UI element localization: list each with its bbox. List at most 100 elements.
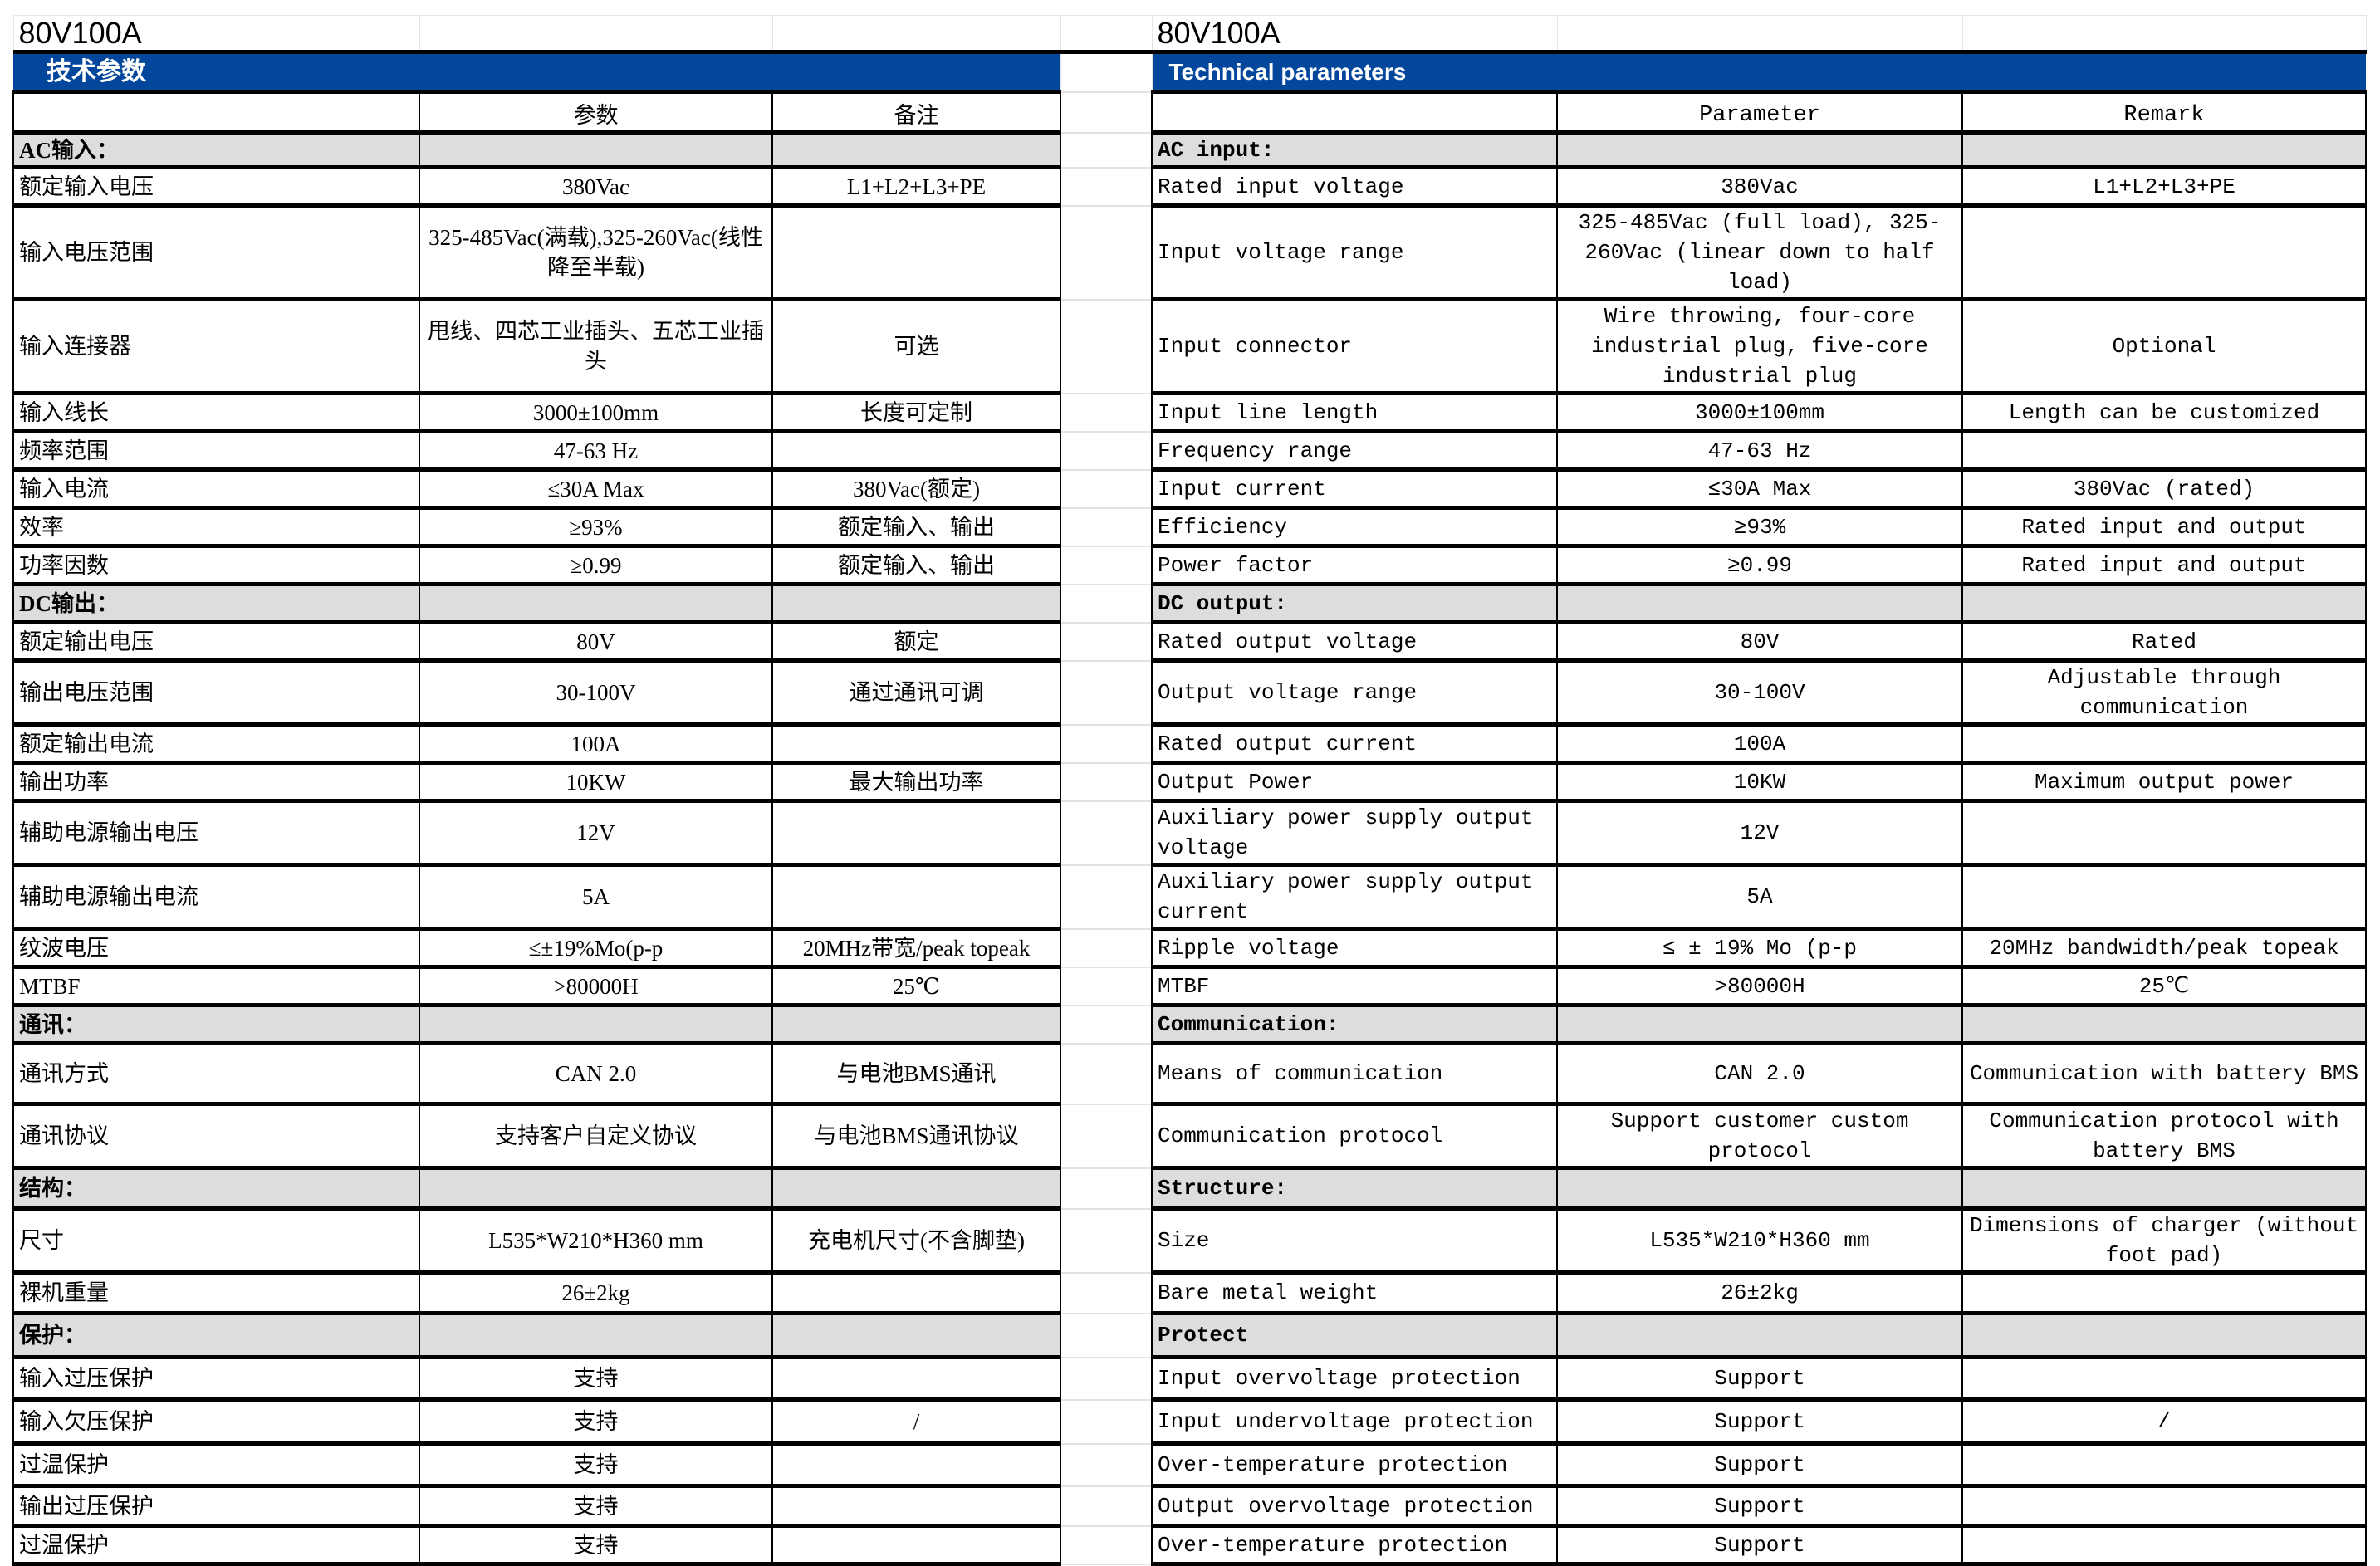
en-remark-cell: / <box>1961 1399 2367 1446</box>
en-label-cell: Input current <box>1151 469 1558 510</box>
en-label-cell: AC input: <box>1151 132 1558 169</box>
en-label-cell: Output overvoltage protection <box>1151 1485 1558 1528</box>
en-label-cell: Over-temperature protection <box>1151 1525 1558 1566</box>
gap-cell <box>1060 1208 1153 1274</box>
gap-cell <box>1060 299 1153 394</box>
column-header <box>12 91 420 135</box>
zh-remark-cell <box>771 1443 1061 1488</box>
en-parameter-cell: 380Vac <box>1556 167 1963 208</box>
en-parameter-cell: Wire throwing, four-core industrial plug… <box>1556 299 1963 395</box>
en-remark-cell: Rated input and output <box>1961 507 2367 548</box>
gap-cell <box>1060 1167 1153 1210</box>
zh-parameter-cell <box>419 584 773 624</box>
table-row: 输出电压范围 30-100V 通过通讯可调 Output voltage range 3… <box>12 660 2367 727</box>
en-parameter-cell: Support <box>1556 1357 1963 1402</box>
zh-label-cell: 过温保护 <box>12 1525 420 1566</box>
section-row: 通讯： Communication: <box>12 1005 2367 1045</box>
table-row: 输入过压保护 支持 Input overvoltage protection Supp… <box>12 1357 2367 1402</box>
column-header: Remark <box>1961 91 2367 135</box>
zh-remark-cell: 可选 <box>771 299 1061 395</box>
en-label-cell: Output Power <box>1151 762 1558 803</box>
zh-label-cell: 通讯： <box>12 1005 420 1045</box>
gap-cell <box>1060 660 1153 726</box>
table-row: 通讯协议 支持客户自定义协议 与电池BMS通讯协议 Communication pro… <box>12 1104 2367 1170</box>
en-remark-cell: Adjustable through communication <box>1961 660 2367 727</box>
gap-cell <box>1060 1443 1153 1487</box>
section-row: 结构： Structure: <box>12 1167 2367 1211</box>
gap-cell <box>1060 1043 1153 1105</box>
gap-cell <box>1060 1313 1153 1358</box>
table-row: 额定输出电流 100A Rated output current 100A <box>12 724 2367 765</box>
en-remark-cell: L1+L2+L3+PE <box>1961 167 2367 208</box>
en-remark-cell <box>1961 205 2367 301</box>
table-row: 过温保护 支持 Over-temperature protection Support <box>12 1443 2367 1488</box>
gap-cell <box>1060 469 1153 509</box>
zh-parameter-cell <box>419 1313 773 1359</box>
column-header <box>1151 91 1558 135</box>
zh-parameter-cell: >80000H <box>419 967 773 1007</box>
gap-cell <box>1060 546 1153 585</box>
zh-remark-cell <box>771 1005 1061 1045</box>
section-row: 保护： Protect <box>12 1313 2367 1359</box>
zh-parameter-cell: ≥0.99 <box>419 546 773 586</box>
zh-parameter-cell: ≤±19%Mo(p-p <box>419 928 773 969</box>
zh-label-cell: 输入线长 <box>12 393 420 433</box>
header-right: Technical parameters <box>1152 51 2366 94</box>
table-row: 输出过压保护 支持 Output overvoltage protection Sup… <box>12 1485 2367 1528</box>
en-parameter-cell: ≤30A Max <box>1556 469 1963 510</box>
zh-parameter-cell: 30-100V <box>419 660 773 727</box>
column-header: 参数 <box>419 91 773 135</box>
gap-cell <box>1060 800 1153 866</box>
zh-remark-cell: 通过通讯可调 <box>771 660 1061 727</box>
en-remark-cell <box>1961 800 2367 867</box>
en-remark-cell: Optional <box>1961 299 2367 395</box>
zh-label-cell: 输出功率 <box>12 762 420 803</box>
en-parameter-cell: 80V <box>1556 622 1963 663</box>
gap-cell <box>1060 864 1153 930</box>
table-row: 额定输出电压 80V 额定 Rated output voltage 80V Rated <box>12 622 2367 663</box>
table-row: 额定输入电压 380Vac L1+L2+L3+PE Rated input volta… <box>12 167 2367 208</box>
zh-remark-cell: 充电机尺寸(不含脚垫) <box>771 1208 1061 1275</box>
zh-parameter-cell: CAN 2.0 <box>419 1043 773 1106</box>
zh-label-cell: 通讯方式 <box>12 1043 420 1106</box>
en-label-cell: DC output: <box>1151 584 1558 624</box>
zh-label-cell: 尺寸 <box>12 1208 420 1275</box>
en-parameter-cell: >80000H <box>1556 967 1963 1007</box>
zh-remark-cell: 额定 <box>771 622 1061 663</box>
en-parameter-cell <box>1556 132 1963 169</box>
en-remark-cell: Dimensions of charger (without foot pad) <box>1961 1208 2367 1275</box>
en-remark-cell <box>1961 1485 2367 1528</box>
zh-parameter-cell: 325-485Vac(满载),325-260Vac(线性降至半载) <box>419 205 773 301</box>
en-parameter-cell: Support <box>1556 1485 1963 1528</box>
en-remark-cell <box>1961 1525 2367 1566</box>
zh-remark-cell: 长度可定制 <box>771 393 1061 433</box>
zh-remark-cell: 额定输入、输出 <box>771 507 1061 548</box>
zh-parameter-cell: 支持 <box>419 1443 773 1488</box>
zh-remark-cell <box>771 864 1061 931</box>
zh-remark-cell: L1+L2+L3+PE <box>771 167 1061 208</box>
en-parameter-cell: 10KW <box>1556 762 1963 803</box>
zh-parameter-cell: 80V <box>419 622 773 663</box>
en-label-cell: Input connector <box>1151 299 1558 395</box>
zh-label-cell: 输入欠压保护 <box>12 1399 420 1446</box>
zh-remark-cell <box>771 1525 1061 1566</box>
en-label-cell: Input undervoltage protection <box>1151 1399 1558 1446</box>
gap-cell <box>1060 1485 1153 1527</box>
gap-cell <box>1060 928 1153 968</box>
en-label-cell: MTBF <box>1151 967 1558 1007</box>
en-label-cell: Means of communication <box>1151 1043 1558 1106</box>
zh-remark-cell <box>771 1272 1061 1315</box>
gap-cell <box>1060 132 1153 169</box>
table-row: 输入电流 ≤30A Max 380Vac(额定) Input current ≤30A … <box>12 469 2367 510</box>
zh-parameter-cell: 支持 <box>419 1399 773 1446</box>
zh-parameter-cell: 12V <box>419 800 773 867</box>
column-header: 备注 <box>771 91 1061 135</box>
header-left: 技术参数 <box>13 51 1060 94</box>
en-label-cell: Input line length <box>1151 393 1558 433</box>
zh-remark-cell <box>771 1485 1061 1528</box>
table-row: 裸机重量 26±2kg Bare metal weight 26±2kg <box>12 1272 2367 1315</box>
table-row: 辅助电源输出电压 12V Auxiliary power supply output… <box>12 800 2367 867</box>
zh-parameter-cell: 47-63 Hz <box>419 431 773 472</box>
en-parameter-cell: Support <box>1556 1443 1963 1488</box>
zh-remark-cell: 20MHz带宽/peak topeak <box>771 928 1061 969</box>
